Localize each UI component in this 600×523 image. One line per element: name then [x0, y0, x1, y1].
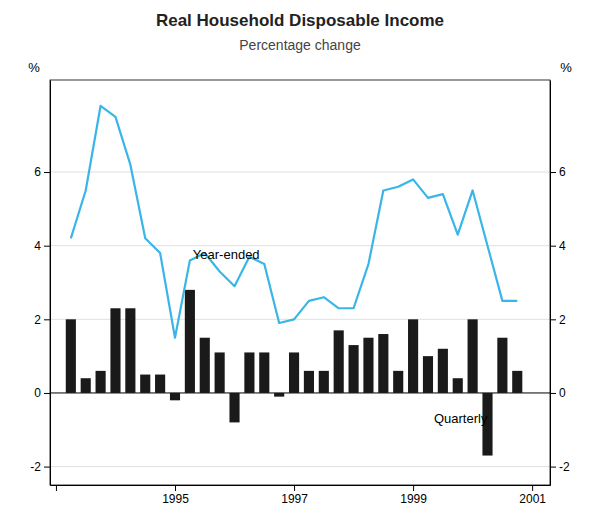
tick-mark	[550, 246, 556, 247]
tick: 1997	[281, 485, 308, 506]
tick: 2001	[519, 485, 546, 506]
bar	[289, 352, 299, 393]
tick-label: 6	[34, 165, 41, 179]
bar	[453, 378, 463, 393]
tick-mark	[175, 485, 176, 491]
y-axis: -2 0 2 4 6	[30, 81, 50, 486]
x-axis: 1995 1997 1999 2001	[51, 485, 551, 506]
bar	[96, 371, 106, 393]
tick-label: 2	[559, 313, 566, 327]
bar	[408, 319, 418, 393]
grid-line	[50, 172, 550, 173]
tick-label: -2	[30, 460, 41, 474]
tick: 4	[34, 239, 50, 253]
tick-mark	[56, 485, 57, 491]
tick-mark	[550, 467, 556, 468]
tick: 1995	[162, 485, 189, 506]
bar	[393, 371, 403, 393]
grid	[50, 172, 550, 467]
bar	[170, 393, 180, 400]
bar	[438, 349, 448, 393]
tick-label: 4	[559, 239, 566, 253]
subtitle: Percentage change	[239, 37, 361, 53]
bar	[349, 345, 359, 393]
bar	[215, 352, 225, 393]
tick: -2	[30, 460, 50, 474]
bar	[304, 371, 314, 393]
grid-line	[50, 466, 550, 467]
tick: 2	[550, 313, 566, 327]
tick-label: 6	[559, 165, 566, 179]
tick: 4	[550, 239, 566, 253]
title: Real Household Disposable Income	[156, 11, 444, 30]
bar	[378, 334, 388, 393]
plot-frame	[50, 80, 550, 485]
bar	[125, 308, 135, 393]
bar	[512, 371, 522, 393]
bar	[140, 375, 150, 393]
grid-line	[50, 245, 550, 246]
tick: 0	[34, 386, 50, 400]
tick-label: 4	[34, 239, 41, 253]
bar	[229, 393, 239, 422]
tick-label: 2001	[519, 492, 546, 506]
y2-axis-label: %	[560, 60, 572, 75]
tick-label: 1999	[400, 492, 427, 506]
bar	[200, 338, 210, 393]
tick: 2	[34, 313, 50, 327]
tick-mark	[44, 393, 50, 394]
tick	[56, 485, 57, 491]
tick-mark	[550, 172, 556, 173]
tick-label: 2	[34, 313, 41, 327]
marks	[66, 106, 523, 456]
tick-mark	[532, 485, 533, 491]
tick: 0	[550, 386, 566, 400]
annotation: Year-ended	[193, 247, 260, 262]
axis-line	[550, 81, 551, 486]
tick-label: 1995	[162, 492, 189, 506]
bar	[497, 338, 507, 393]
bar	[468, 319, 478, 393]
bar-series	[66, 290, 523, 456]
tick: 6	[550, 165, 566, 179]
tick-label: 0	[34, 386, 41, 400]
chart: 1995 1997 1999 2001 -2 0 2 4 6 -2 0 2 4 6%% Real House…	[0, 0, 600, 523]
tick-label: -2	[559, 460, 570, 474]
line	[71, 106, 517, 338]
bar	[244, 352, 254, 393]
y-axis-label: %	[28, 60, 40, 75]
tick-mark	[44, 319, 50, 320]
bar	[274, 393, 284, 397]
bar	[423, 356, 433, 393]
tick: 1999	[400, 485, 427, 506]
bar	[259, 352, 269, 393]
bar	[319, 371, 329, 393]
axis-line	[51, 485, 551, 486]
bar	[66, 319, 76, 393]
tick-label: 1997	[281, 492, 308, 506]
bar	[155, 375, 165, 393]
tick-mark	[44, 172, 50, 173]
tick-label: 0	[559, 386, 566, 400]
bar	[334, 330, 344, 393]
tick-mark	[44, 467, 50, 468]
bar	[110, 308, 120, 393]
tick-mark	[550, 393, 556, 394]
bar	[185, 290, 195, 393]
bar	[363, 338, 373, 393]
tick-mark	[294, 485, 295, 491]
tick-mark	[44, 246, 50, 247]
y2-axis: -2 0 2 4 6	[550, 81, 570, 486]
annotation: Quarterly	[434, 411, 488, 426]
tick: -2	[550, 460, 570, 474]
tick: 6	[34, 165, 50, 179]
tick-mark	[413, 485, 414, 491]
tick-mark	[550, 319, 556, 320]
axis-line	[50, 81, 51, 486]
bar	[81, 378, 91, 393]
